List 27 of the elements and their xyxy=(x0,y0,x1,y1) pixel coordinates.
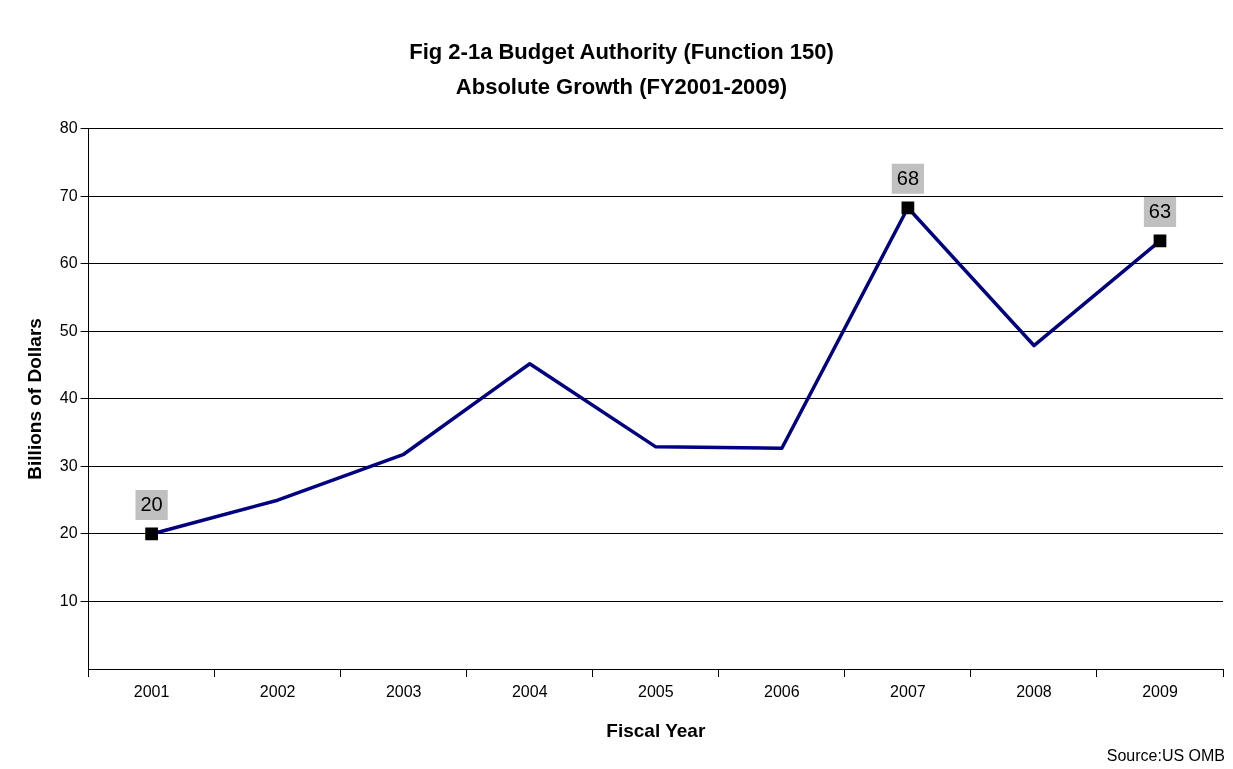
chart-subtitle: Absolute Growth (FY2001-2009) xyxy=(455,73,788,99)
x-tick-label: 2009 xyxy=(1142,683,1178,701)
y-tick-label: 50 xyxy=(59,321,78,339)
source-note: Source:US OMB xyxy=(1106,747,1225,765)
data-label: 68 xyxy=(896,167,920,190)
x-tick-label: 2002 xyxy=(259,683,296,701)
data-label: 20 xyxy=(140,493,163,516)
point xyxy=(901,201,915,215)
y-tick-label: 20 xyxy=(59,524,78,542)
y-tick-label: 70 xyxy=(59,186,78,204)
y-tick-label: 40 xyxy=(59,389,78,407)
x-tick-label: 2003 xyxy=(385,683,422,701)
y-tick-label: 10 xyxy=(59,591,78,609)
y-tick-label: 80 xyxy=(59,119,78,137)
x-tick-label: 2004 xyxy=(511,683,548,701)
x-tick-label: 2007 xyxy=(890,683,926,701)
y-tick-label: 30 xyxy=(59,456,78,474)
x-tick-label: 2001 xyxy=(133,683,170,701)
data-label: 63 xyxy=(1148,200,1172,223)
chart-title: Fig 2-1a Budget Authority (Function 150) xyxy=(409,39,834,65)
x-tick-label: 2006 xyxy=(764,683,800,701)
x-tick-label: 2005 xyxy=(638,683,674,701)
y-tick-label: 60 xyxy=(59,254,78,272)
x-axis-title: Fiscal Year xyxy=(606,719,706,741)
y-axis-title: Billions of Dollars xyxy=(23,318,45,480)
point xyxy=(145,527,158,541)
x-tick-label: 2008 xyxy=(1016,683,1052,701)
